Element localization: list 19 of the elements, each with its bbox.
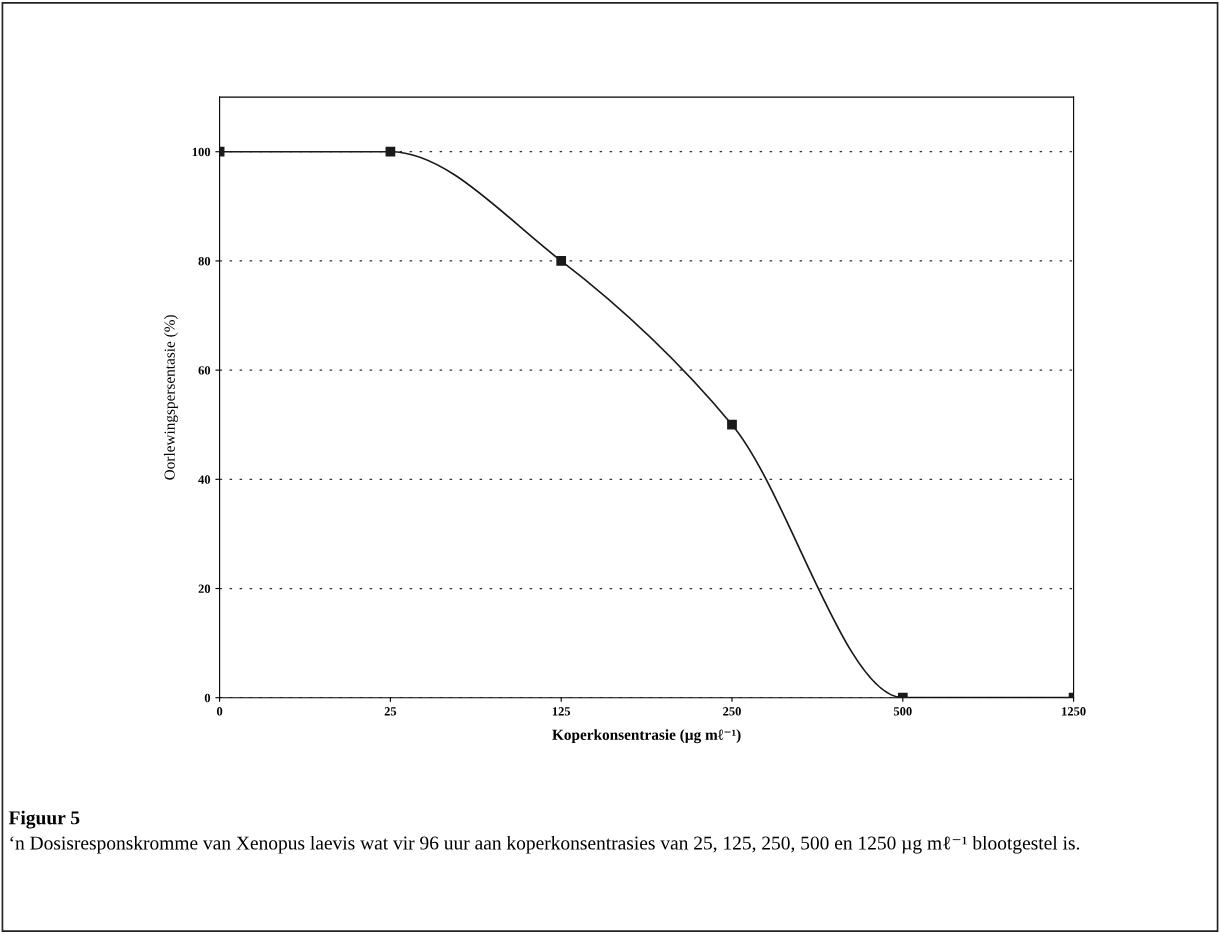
text: Figuur 5	[8, 810, 80, 829]
y-axis-title: Oorlewingspersentasie (%)	[164, 315, 178, 480]
x-axis-title: Koperkonsentrasie (µg mℓ⁻¹)	[552, 729, 741, 744]
y-tick-label: 40	[198, 475, 211, 484]
y-tick-label: 20	[198, 584, 211, 593]
x-tick-label: 1250	[1062, 707, 1086, 716]
point	[556, 256, 567, 266]
y-tick-label: 80	[198, 256, 211, 266]
x-tick-label: 250	[723, 707, 741, 716]
y-tick-label: 100	[192, 147, 211, 157]
y-tick-label: 0	[204, 693, 211, 703]
point	[727, 419, 737, 430]
text: ‘n Dosisresponskromme van Xenopus laevis wat vir 96 uur aan koperkonsentrasies van 25, 125, 250, 500 en 1250 µg mℓ⁻¹ blootgestel is.	[10, 835, 1080, 854]
y-tick-label: 60	[198, 366, 211, 375]
x-tick-label: 125	[552, 707, 571, 716]
x-tick-label: 25	[384, 707, 397, 716]
x-tick-label: 500	[893, 707, 912, 716]
point	[385, 146, 396, 157]
x-tick-label: 0	[216, 707, 223, 716]
